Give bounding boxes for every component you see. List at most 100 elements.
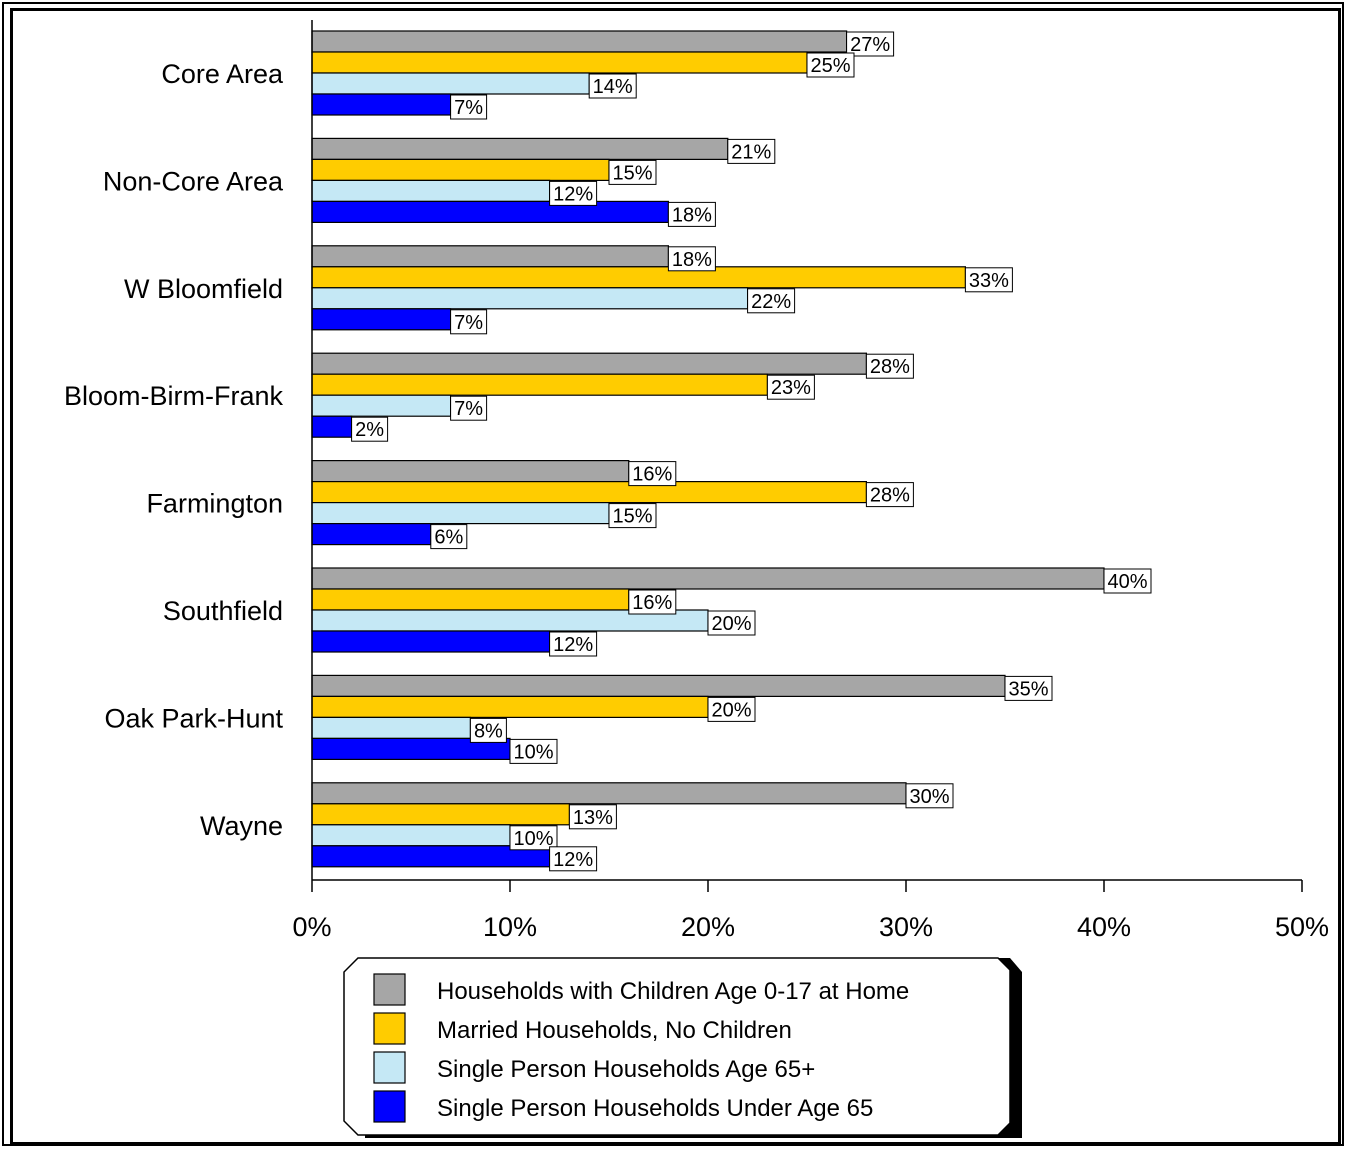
- data-label: 7%: [454, 398, 483, 420]
- data-label-box: [509, 738, 558, 764]
- data-label: 15%: [612, 162, 652, 184]
- x-tick-label: 30%: [879, 912, 933, 942]
- data-label-box: [1103, 568, 1152, 594]
- data-label-box: [707, 610, 756, 636]
- data-label: 25%: [810, 55, 850, 77]
- legend-swatch: [373, 1090, 406, 1123]
- bar: [311, 695, 709, 719]
- data-label-box: [865, 353, 914, 379]
- data-label: 18%: [672, 249, 712, 271]
- data-label-box: [905, 783, 954, 809]
- data-label-box: [450, 94, 488, 120]
- category-label: Oak Park-Hunt: [104, 703, 283, 733]
- data-label-box: [568, 804, 617, 830]
- x-tick-label: 10%: [483, 912, 537, 942]
- data-label: 7%: [454, 97, 483, 119]
- data-label: 12%: [553, 183, 593, 205]
- data-label-box: [806, 52, 855, 78]
- x-tick-label: 40%: [1077, 912, 1131, 942]
- bar: [311, 158, 610, 181]
- data-label: 22%: [751, 291, 791, 313]
- data-label-box: [509, 825, 558, 851]
- data-label-box: [747, 288, 796, 314]
- legend-swatch: [373, 973, 406, 1006]
- bar: [311, 308, 452, 331]
- x-tick-label: 20%: [681, 912, 735, 942]
- data-label: 28%: [870, 356, 910, 378]
- category-label: Non-Core Area: [103, 166, 284, 196]
- bar: [311, 394, 452, 417]
- data-label-box: [865, 482, 914, 508]
- bar: [311, 588, 630, 611]
- bar: [311, 803, 570, 826]
- data-label-box: [766, 374, 815, 400]
- bar: [311, 460, 630, 483]
- bar: [311, 481, 868, 504]
- data-label: 35%: [1008, 678, 1048, 700]
- bar: [311, 373, 768, 396]
- bar: [311, 93, 452, 116]
- data-label: 13%: [573, 807, 613, 829]
- data-label: 18%: [672, 204, 712, 226]
- data-label: 12%: [553, 849, 593, 871]
- data-label-box: [549, 180, 598, 206]
- bar: [311, 245, 669, 268]
- legend-entry-label: Households with Children Age 0-17 at Hom…: [437, 978, 909, 1005]
- bar: [311, 266, 967, 289]
- data-label-box: [964, 267, 1013, 293]
- data-label: 14%: [593, 76, 633, 98]
- bar: [311, 179, 551, 202]
- data-label: 7%: [454, 312, 483, 334]
- data-label: 33%: [969, 270, 1009, 292]
- legend-entry-label: Married Households, No Children: [437, 1017, 792, 1044]
- data-label-box: [549, 846, 598, 872]
- data-label-box: [628, 461, 677, 487]
- chart-inner-border: [10, 8, 1341, 1145]
- data-label: 28%: [870, 485, 910, 507]
- category-label: W Bloomfield: [124, 274, 283, 304]
- data-label: 6%: [434, 527, 463, 549]
- data-label-box: [608, 503, 657, 529]
- data-label-box: [450, 395, 488, 421]
- category-label: Southfield: [163, 596, 283, 626]
- bar: [311, 782, 907, 805]
- x-tick-label: 0%: [292, 912, 331, 942]
- data-label-box: [430, 524, 468, 550]
- category-label: Core Area: [161, 59, 284, 89]
- data-label: 21%: [731, 141, 771, 163]
- data-label: 16%: [632, 592, 672, 614]
- bar: [311, 567, 1105, 590]
- data-label: 20%: [711, 699, 751, 721]
- data-label: 15%: [612, 506, 652, 528]
- bar: [311, 72, 590, 95]
- data-label-box: [628, 589, 677, 615]
- bar: [311, 824, 511, 847]
- category-label: Farmington: [146, 489, 283, 519]
- legend-swatch: [373, 1012, 406, 1045]
- bar: [311, 716, 471, 740]
- bar: [311, 502, 610, 525]
- data-label: 10%: [513, 828, 553, 850]
- data-label-box: [549, 631, 598, 657]
- data-label: 12%: [553, 634, 593, 656]
- bar: [311, 674, 1006, 698]
- data-label: 23%: [771, 377, 811, 399]
- bar: [311, 200, 669, 223]
- legend-swatch: [373, 1051, 406, 1084]
- data-label: 20%: [711, 613, 751, 635]
- data-label-box: [608, 159, 657, 185]
- data-label-box: [588, 73, 637, 99]
- legend-box: [343, 957, 1011, 1136]
- bar: [311, 522, 432, 546]
- data-label-box: [846, 31, 895, 57]
- category-label: Bloom-Birm-Frank: [64, 381, 284, 411]
- data-label-box: [1004, 675, 1053, 701]
- bar: [311, 30, 848, 53]
- bar: [311, 352, 868, 375]
- data-label: 30%: [909, 786, 949, 808]
- data-label-box: [469, 717, 507, 743]
- data-label: 10%: [513, 741, 553, 763]
- data-label-box: [450, 309, 488, 335]
